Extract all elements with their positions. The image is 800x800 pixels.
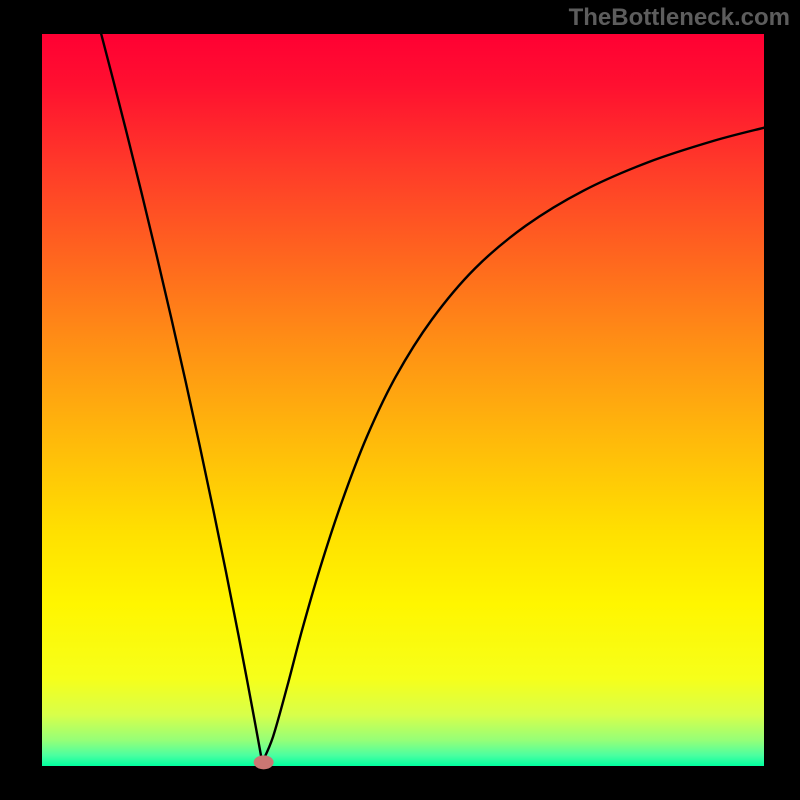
bottleneck-chart-svg [0,0,800,800]
plot-background [42,34,764,766]
watermark-text: TheBottleneck.com [569,4,790,32]
chart-container: TheBottleneck.com [0,0,800,800]
optimum-marker [254,755,274,769]
